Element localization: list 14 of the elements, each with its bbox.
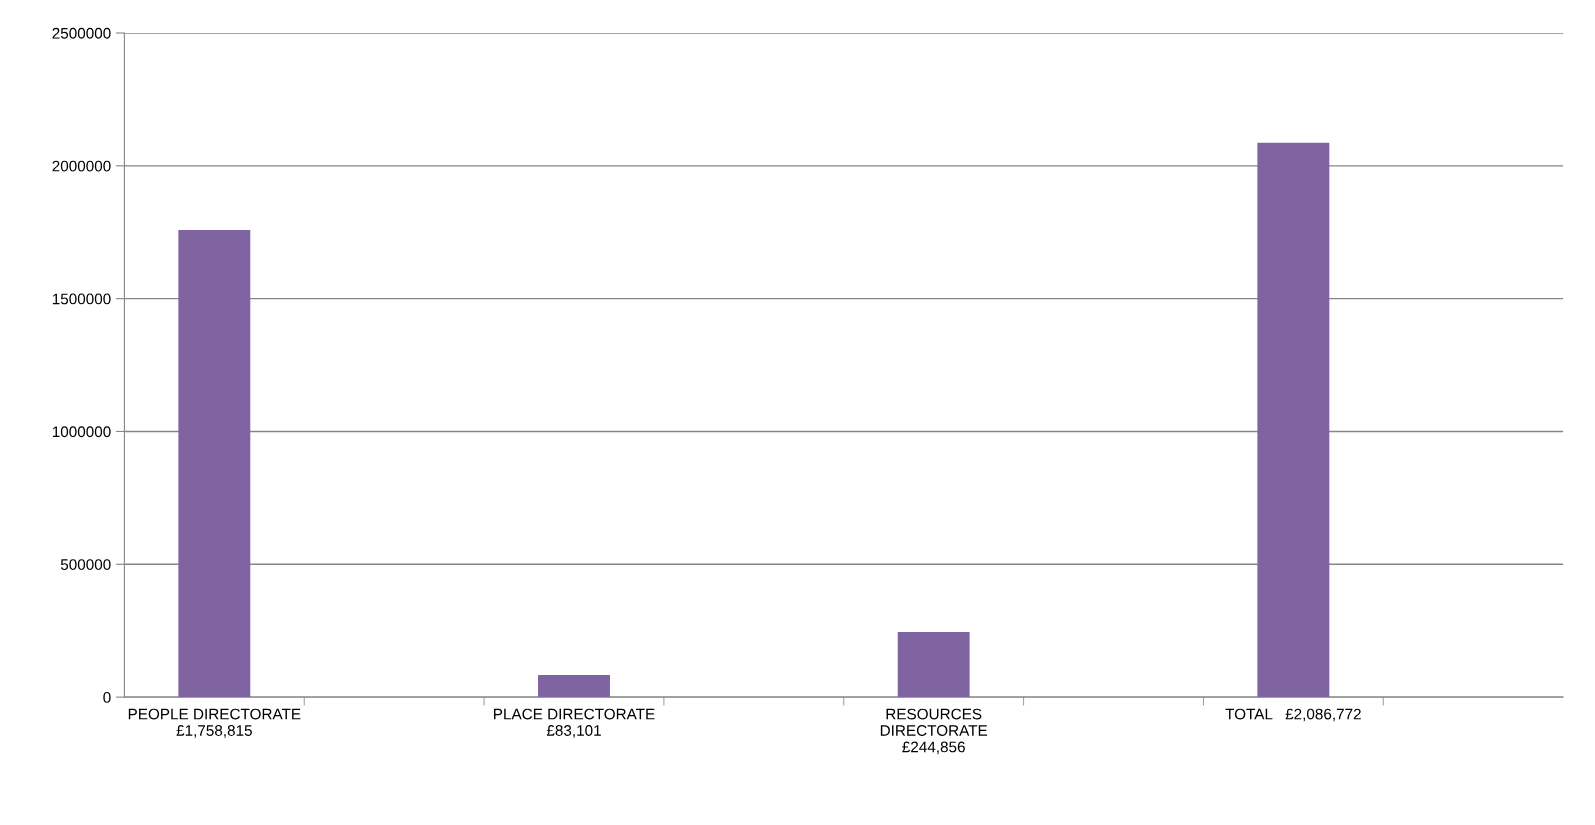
y-tick-label: 500000 xyxy=(60,559,111,570)
y-tick-label: 1500000 xyxy=(52,293,111,305)
y-tick-label: 2000000 xyxy=(52,160,111,172)
y-tick-label: 0 xyxy=(103,691,111,703)
x-tick-label: PEOPLE DIRECTORATE £1,758,815 xyxy=(128,708,301,738)
x-tick-label: PLACE DIRECTORATE £83,101 xyxy=(494,708,655,738)
bar xyxy=(1257,142,1330,698)
y-tick-label: 1000000 xyxy=(52,426,111,438)
bar xyxy=(538,675,610,698)
x-tick-label: TOTAL £2,086,772 xyxy=(1225,708,1361,722)
bar xyxy=(897,632,970,698)
y-tick-label: 2500000 xyxy=(52,27,111,39)
x-tick-label: RESOURCES DIRECTORATE £244,856 xyxy=(880,708,988,755)
bar xyxy=(178,229,251,698)
